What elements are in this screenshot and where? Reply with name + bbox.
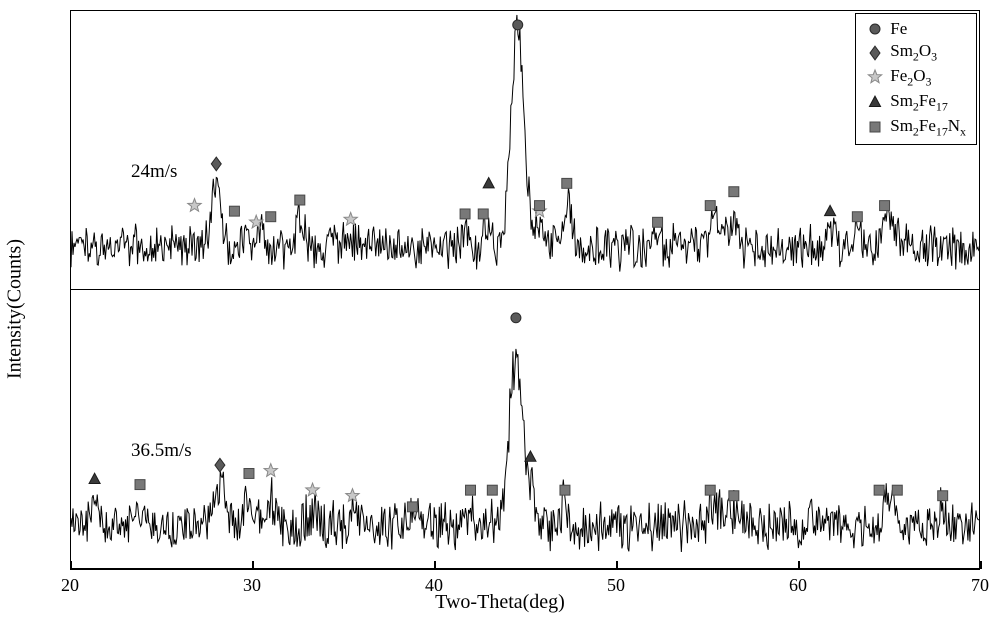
x-tick-mark	[616, 561, 618, 569]
marker-Sm2Fe17Nx	[880, 201, 890, 211]
x-tick-mark	[70, 561, 72, 569]
x-tick-mark	[798, 561, 800, 569]
legend-marker-Fe2O3	[866, 68, 884, 86]
marker-Sm2Fe17	[483, 178, 494, 188]
legend-item-Fe2O3: Fe2O3	[866, 65, 966, 90]
marker-Sm2Fe17Nx	[705, 201, 715, 211]
marker-Sm2Fe17Nx	[729, 187, 739, 197]
marker-Sm2Fe17Nx	[938, 491, 948, 501]
x-tick-label: 30	[243, 575, 261, 596]
x-tick-mark	[434, 561, 436, 569]
marker-Sm2Fe17Nx	[266, 212, 276, 222]
marker-Sm2Fe17	[89, 473, 100, 483]
legend-item-Sm2Fe17Nx: Sm2Fe17Nx	[866, 115, 966, 140]
marker-Fe2O3	[344, 212, 357, 225]
marker-Fe	[511, 313, 521, 323]
x-tick-label: 50	[607, 575, 625, 596]
x-tick-label: 60	[789, 575, 807, 596]
legend-label-Sm2Fe17: Sm2Fe17	[890, 90, 948, 115]
marker-Sm2Fe17Nx	[653, 217, 663, 227]
marker-Sm2Fe17Nx	[229, 206, 239, 216]
y-axis-label: Intensity(Counts)	[4, 239, 27, 379]
marker-Sm2Fe17	[825, 205, 836, 215]
legend-marker-Sm2Fe17	[866, 93, 884, 111]
marker-Sm2Fe17Nx	[874, 485, 884, 495]
marker-Sm2Fe17Nx	[407, 502, 417, 512]
chart-container: Fe Sm2O3 Fe2O3 Sm2Fe17 Sm2Fe17Nx 24m/s 3…	[70, 10, 980, 570]
marker-Sm2Fe17Nx	[729, 491, 739, 501]
legend-marker-Fe	[866, 20, 884, 38]
marker-Sm2Fe17Nx	[487, 485, 497, 495]
panel-bottom: 36.5m/s	[71, 290, 979, 569]
marker-Sm2Fe17Nx	[892, 485, 902, 495]
marker-Sm2Fe17Nx	[295, 195, 305, 205]
marker-Fe2O3	[306, 483, 319, 496]
panel-top-label: 24m/s	[131, 161, 177, 183]
marker-Sm2Fe17Nx	[562, 178, 572, 188]
legend-label-Sm2Fe17Nx: Sm2Fe17Nx	[890, 115, 966, 140]
x-tick-mark	[252, 561, 254, 569]
legend-label-Sm2O3: Sm2O3	[890, 40, 937, 65]
legend-item-Sm2O3: Sm2O3	[866, 40, 966, 65]
panel-top: 24m/s	[71, 11, 979, 290]
marker-Sm2Fe17Nx	[135, 480, 145, 490]
xrd-trace	[71, 15, 979, 272]
marker-Sm2Fe17Nx	[244, 469, 254, 479]
marker-Fe2O3	[264, 464, 277, 477]
legend-item-Sm2Fe17: Sm2Fe17	[866, 90, 966, 115]
legend-label-Fe2O3: Fe2O3	[890, 65, 931, 90]
marker-Sm2Fe17Nx	[460, 209, 470, 219]
marker-Sm2Fe17Nx	[535, 201, 545, 211]
marker-Sm2Fe17Nx	[560, 485, 570, 495]
marker-Sm2Fe17Nx	[478, 209, 488, 219]
marker-Sm2O3	[215, 458, 225, 472]
x-tick-mark	[980, 561, 982, 569]
x-tick-label: 20	[61, 575, 79, 596]
x-tick-label: 70	[971, 575, 989, 596]
legend-label-Fe: Fe	[890, 18, 907, 40]
marker-Fe2O3	[188, 199, 201, 212]
marker-Fe	[513, 20, 523, 30]
marker-Sm2Fe17Nx	[466, 485, 476, 495]
xrd-trace	[71, 349, 979, 552]
marker-Sm2Fe17	[525, 451, 536, 461]
panel-bottom-label: 36.5m/s	[131, 440, 192, 462]
marker-Sm2Fe17Nx	[852, 212, 862, 222]
legend-marker-Sm2Fe17Nx	[866, 118, 884, 136]
legend: Fe Sm2O3 Fe2O3 Sm2Fe17 Sm2Fe17Nx	[855, 13, 977, 145]
marker-Sm2Fe17Nx	[705, 485, 715, 495]
marker-Sm2O3	[211, 157, 221, 171]
legend-item-Fe: Fe	[866, 18, 966, 40]
x-axis-label: Two-Theta(deg)	[435, 591, 565, 614]
legend-marker-Sm2O3	[866, 44, 884, 62]
